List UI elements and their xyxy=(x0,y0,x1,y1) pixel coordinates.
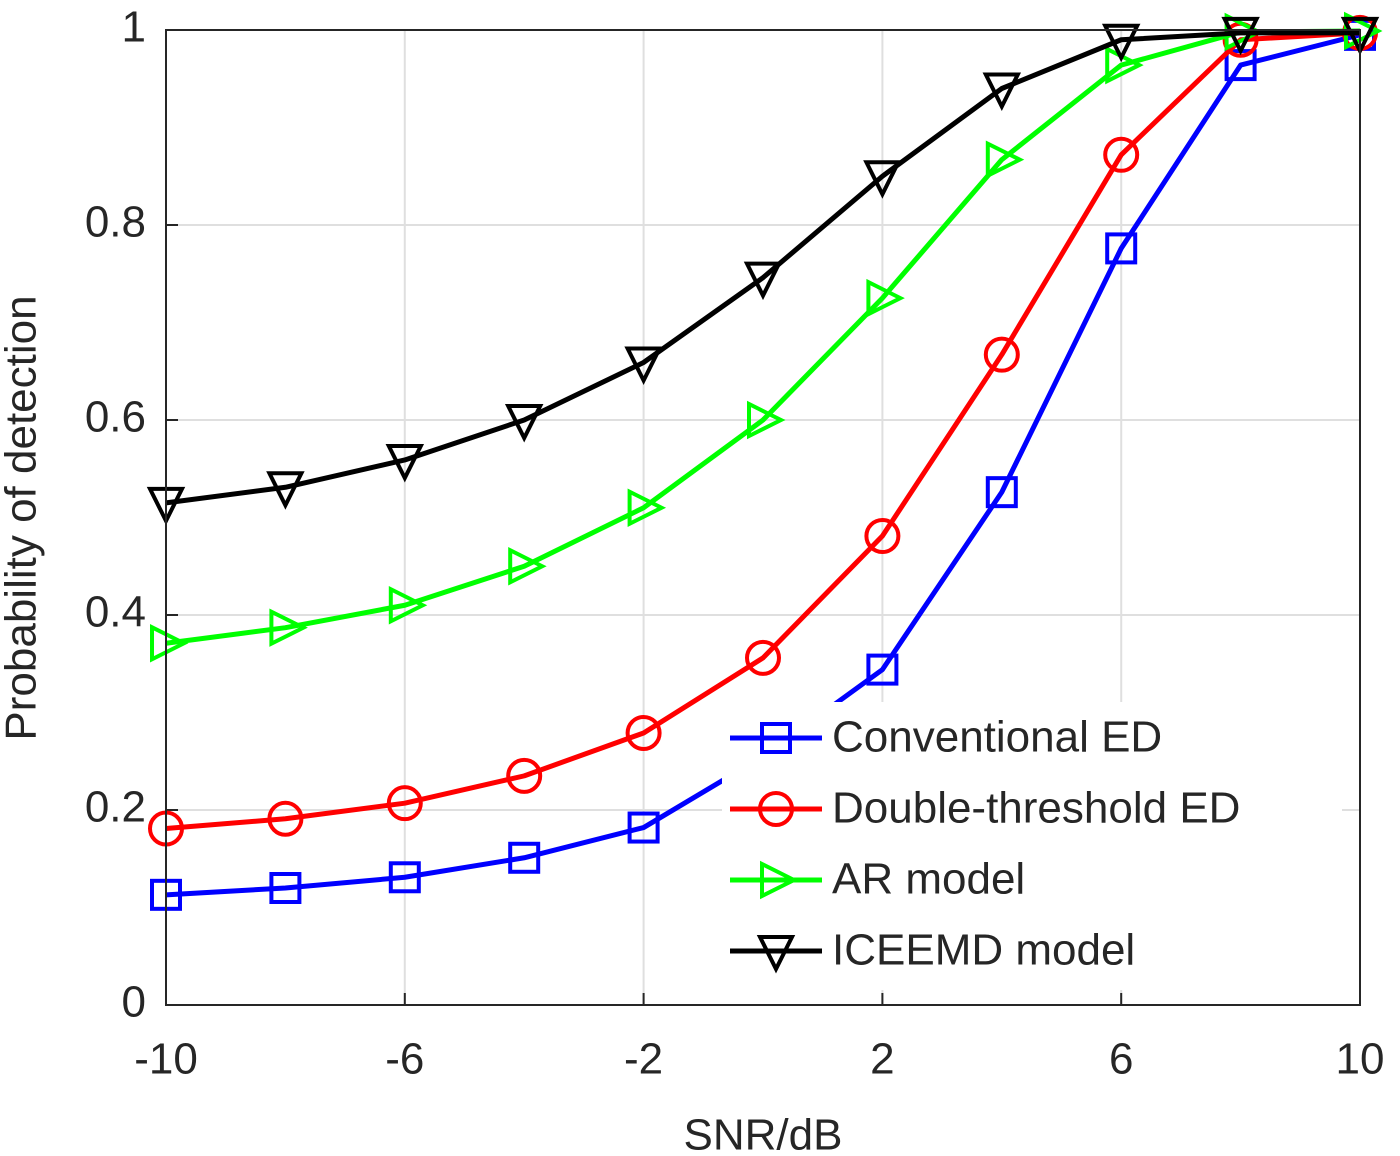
y-axis-label: Probability of detection xyxy=(0,295,46,740)
legend-box xyxy=(722,702,1342,990)
marker xyxy=(1105,232,1138,265)
marker xyxy=(266,471,305,510)
y-tick-label: 0.8 xyxy=(85,198,146,247)
marker xyxy=(866,278,905,318)
legend-marker xyxy=(756,935,796,974)
series-line xyxy=(165,30,1360,506)
marker xyxy=(1101,23,1141,63)
series-line xyxy=(165,30,1361,832)
marker xyxy=(506,757,543,794)
marker xyxy=(1221,16,1260,56)
series-line xyxy=(165,28,1361,646)
marker xyxy=(863,160,902,199)
marker xyxy=(866,653,899,686)
marker xyxy=(985,476,1018,509)
marker xyxy=(508,841,541,874)
marker xyxy=(747,400,786,440)
x-tick-label: 6 xyxy=(1109,1035,1133,1084)
x-tick-label: -2 xyxy=(624,1035,663,1084)
legend-marker xyxy=(758,791,794,827)
legend-label: AR model xyxy=(832,855,1025,904)
marker xyxy=(386,785,423,822)
axes-box xyxy=(165,29,1361,1006)
x-tick-label: -10 xyxy=(134,1035,198,1084)
marker xyxy=(864,518,901,555)
marker xyxy=(624,346,663,385)
marker xyxy=(627,488,667,527)
y-tick-label: 1 xyxy=(122,3,146,52)
marker xyxy=(388,861,421,894)
marker xyxy=(269,872,302,904)
marker xyxy=(982,72,1022,111)
y-tick-label: 0.2 xyxy=(85,783,146,832)
legend-label: Conventional ED xyxy=(832,713,1162,762)
marker xyxy=(983,336,1020,373)
x-tick-label: 10 xyxy=(1336,1035,1385,1084)
marker xyxy=(385,443,425,483)
marker xyxy=(625,714,662,751)
marker xyxy=(508,547,547,586)
x-tick-label: 2 xyxy=(870,1035,894,1084)
marker xyxy=(745,639,781,676)
marker xyxy=(504,404,544,443)
marker xyxy=(985,140,1025,179)
legend-marker xyxy=(760,860,799,900)
y-tick-label: 0.6 xyxy=(85,393,146,442)
marker xyxy=(1103,136,1140,173)
marker xyxy=(388,586,428,625)
x-tick-label: -6 xyxy=(385,1035,424,1084)
marker xyxy=(1340,16,1380,56)
marker xyxy=(743,261,783,301)
y-tick-label: 0.4 xyxy=(85,588,146,637)
marker xyxy=(269,608,308,647)
marker xyxy=(150,624,189,663)
y-tick-label: 0 xyxy=(122,978,146,1027)
legend-label: ICEEMD model xyxy=(832,926,1135,975)
legend-label: Double-threshold ED xyxy=(832,784,1240,833)
legend-marker xyxy=(760,722,792,754)
x-axis-label: SNR/dB xyxy=(684,1111,843,1156)
marker xyxy=(267,800,304,837)
marker xyxy=(627,811,660,844)
